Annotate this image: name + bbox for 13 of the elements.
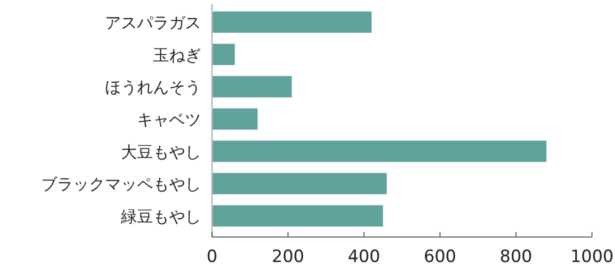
y-tick-label: 玉ねぎ xyxy=(153,45,201,64)
x-tick-label: 800 xyxy=(500,247,532,267)
y-tick-label: 緑豆もやし xyxy=(120,206,201,226)
y-tick-label: キャベツ xyxy=(137,110,201,129)
x-tick-label: 0 xyxy=(206,247,218,267)
y-tick-label: ほうれんそう xyxy=(105,78,201,97)
x-tick-label: 400 xyxy=(348,247,380,267)
x-tick-label: 1000 xyxy=(570,247,614,267)
x-tick-label: 600 xyxy=(424,247,456,267)
x-tick-label: 200 xyxy=(272,247,304,267)
y-tick-label: 大豆もやし xyxy=(121,142,201,162)
y-tick-label: アスパラガス xyxy=(105,13,201,32)
y-tick-label: ブラックマッペもやし xyxy=(41,174,201,194)
